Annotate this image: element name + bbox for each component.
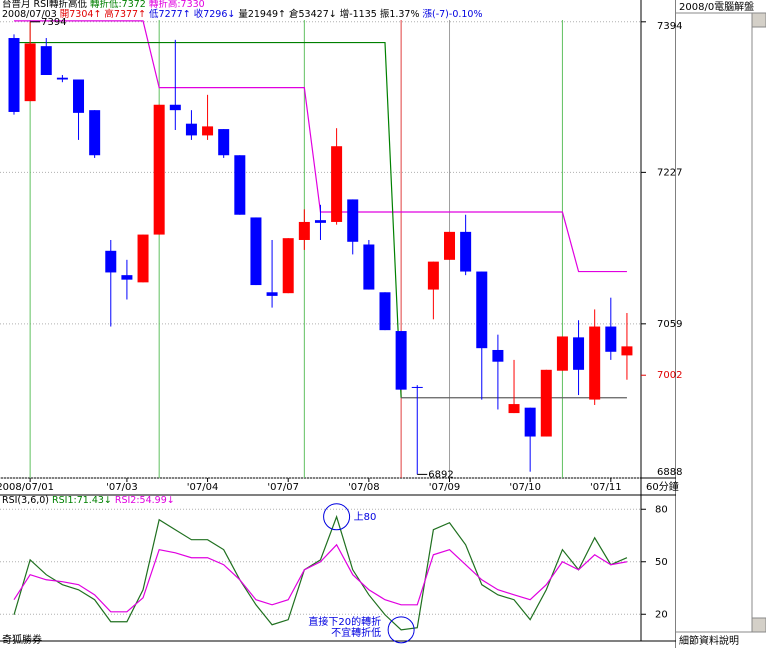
candle-body xyxy=(218,129,230,156)
annotation: 6892 xyxy=(428,469,453,480)
header-item: 台普月 RSI轉折高低 xyxy=(2,0,87,10)
header-item: 低7277↑ xyxy=(149,9,191,20)
header-item: 轉折高:7330 xyxy=(148,0,205,10)
candle-body xyxy=(137,234,149,283)
candle-body xyxy=(556,336,568,371)
candle-body xyxy=(24,43,36,102)
header-item: 量21949↑ xyxy=(238,9,287,20)
annotation-circle xyxy=(387,616,415,644)
x-tick-label: 2008/07/01 xyxy=(0,482,54,493)
candle-body xyxy=(250,217,262,286)
x-tick-label: '07/07 xyxy=(267,482,299,493)
rsi-line xyxy=(13,543,628,613)
header-item: 2008/07/03 xyxy=(2,9,57,20)
scroll-down[interactable] xyxy=(751,617,766,633)
candle-body xyxy=(589,326,601,400)
turning-line xyxy=(14,41,402,398)
side-panel-footer[interactable]: 細節資料說明 xyxy=(679,634,739,647)
annotation: 直接下20的轉折 xyxy=(308,615,381,628)
candle-body xyxy=(427,261,439,290)
x-tick-label: '07/10 xyxy=(509,482,541,493)
candle-body xyxy=(314,220,326,223)
footer: 奇狐勝券 xyxy=(2,633,42,646)
x-unit-label: 60分鐘 xyxy=(646,480,679,493)
header-item: 振1.37% xyxy=(379,9,420,20)
rsi-header-item: RSI(3,6,0) xyxy=(2,495,50,506)
header-item: 漲(-7)-0.10% xyxy=(422,9,483,20)
y-tick-label: 20 xyxy=(655,609,668,620)
rsi-header-item: RSI2:54.99↓ xyxy=(114,495,175,506)
candle-body xyxy=(169,104,181,111)
y-tick-label: 50 xyxy=(655,557,668,568)
candle-body xyxy=(444,231,456,260)
header-item: 倉53427↓ xyxy=(289,9,337,20)
candle-body xyxy=(379,292,391,331)
candle-body xyxy=(89,110,101,156)
last-price-label: 7002 xyxy=(657,370,682,381)
y-tick-label: 7227 xyxy=(657,167,682,178)
annotation: 上80 xyxy=(354,511,377,523)
header-item: 增-1135 xyxy=(339,9,377,20)
candle-body xyxy=(411,386,423,388)
header-item: 轉折低:7372 xyxy=(89,0,146,10)
annotation: 不宜轉折低 xyxy=(331,626,381,639)
side-panel-title: 2008/0電腦解盤 xyxy=(679,0,754,13)
header-line-1: 台普月 RSI轉折高低 轉折低:7372 轉折高:7330 xyxy=(2,0,208,10)
candle-body xyxy=(73,79,85,113)
header-line-2: 2008/07/03 開7304↑ 高7377↑ 低7277↑ 收7296↓ 量21949… xyxy=(2,10,486,20)
rsi-header: RSI(3,6,0) RSI1:71.43↓ RSI2:54.99↓ xyxy=(2,496,178,506)
candle-body xyxy=(105,250,117,273)
candle-body xyxy=(476,271,488,349)
x-tick-label: '07/09 xyxy=(429,482,461,493)
candle-body xyxy=(508,404,520,414)
side-panel xyxy=(676,0,766,648)
header-item: 開7304↑ xyxy=(59,9,102,20)
candle-body xyxy=(621,346,633,356)
candle-body xyxy=(460,231,472,272)
header-item: 收7296↓ xyxy=(193,9,236,20)
candle-body xyxy=(121,275,133,280)
candle-body xyxy=(363,244,375,290)
x-tick-label: '07/08 xyxy=(348,482,380,493)
candle-body xyxy=(605,326,617,352)
annotation-circle xyxy=(323,503,351,531)
y-tick-label: 6888 xyxy=(657,467,682,478)
candle-body xyxy=(347,199,359,242)
candle-body xyxy=(56,77,68,80)
rsi-line xyxy=(13,514,628,631)
candle-body xyxy=(298,221,310,240)
candle-body xyxy=(282,238,294,294)
candle-body xyxy=(524,407,536,437)
candle-body xyxy=(540,369,552,437)
candle-body xyxy=(573,337,585,370)
candle-body xyxy=(266,292,278,296)
y-tick-label: 7394 xyxy=(657,21,682,32)
candle-body xyxy=(185,123,197,136)
candle-body xyxy=(234,155,246,215)
candle-body xyxy=(492,349,504,362)
candle-body xyxy=(331,146,343,222)
x-tick-label: '07/03 xyxy=(106,482,138,493)
candle-body xyxy=(153,104,165,235)
y-tick-label: 80 xyxy=(655,504,668,515)
candle-body xyxy=(40,46,52,75)
annotation: 7394 xyxy=(41,17,66,28)
candle-body xyxy=(8,38,20,112)
candle-body xyxy=(395,331,407,390)
candle-body xyxy=(202,126,214,136)
x-tick-label: '07/11 xyxy=(590,482,622,493)
scroll-up[interactable] xyxy=(751,12,766,28)
y-tick-label: 7059 xyxy=(657,319,682,330)
x-tick-label: '07/04 xyxy=(187,482,219,493)
rsi-header-item: RSI1:71.43↓ xyxy=(52,495,112,506)
header-item: 高7377↑ xyxy=(104,9,147,20)
